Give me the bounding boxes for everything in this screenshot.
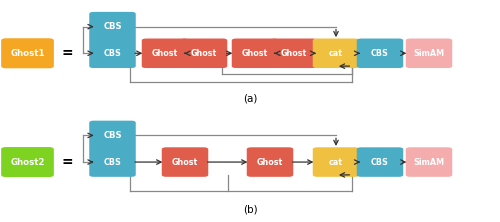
Text: Ghost: Ghost bbox=[191, 49, 217, 58]
Text: CBS: CBS bbox=[104, 131, 122, 140]
Text: Ghost1: Ghost1 bbox=[10, 49, 45, 58]
Text: CBS: CBS bbox=[104, 22, 122, 31]
FancyBboxPatch shape bbox=[406, 39, 452, 68]
FancyBboxPatch shape bbox=[162, 147, 208, 177]
FancyBboxPatch shape bbox=[406, 147, 452, 177]
FancyBboxPatch shape bbox=[142, 39, 188, 68]
Text: Ghost: Ghost bbox=[281, 49, 307, 58]
Text: (b): (b) bbox=[242, 205, 258, 215]
FancyBboxPatch shape bbox=[232, 39, 278, 68]
FancyBboxPatch shape bbox=[313, 147, 359, 177]
FancyBboxPatch shape bbox=[313, 39, 359, 68]
Text: Ghost: Ghost bbox=[257, 158, 283, 166]
FancyBboxPatch shape bbox=[89, 147, 136, 177]
Text: =: = bbox=[62, 46, 74, 60]
FancyBboxPatch shape bbox=[1, 147, 54, 177]
FancyBboxPatch shape bbox=[89, 12, 136, 41]
Text: CBS: CBS bbox=[371, 49, 389, 58]
FancyBboxPatch shape bbox=[271, 39, 318, 68]
Text: Ghost: Ghost bbox=[242, 49, 268, 58]
Text: =: = bbox=[62, 155, 74, 169]
Text: CBS: CBS bbox=[104, 158, 122, 166]
Text: Ghost2: Ghost2 bbox=[10, 158, 45, 166]
Text: Ghost: Ghost bbox=[152, 49, 178, 58]
Text: Ghost: Ghost bbox=[172, 158, 198, 166]
Text: CBS: CBS bbox=[104, 49, 122, 58]
Text: CBS: CBS bbox=[371, 158, 389, 166]
Text: SimAM: SimAM bbox=[414, 158, 444, 166]
FancyBboxPatch shape bbox=[1, 38, 54, 68]
Text: cat: cat bbox=[329, 49, 343, 58]
Text: cat: cat bbox=[329, 158, 343, 166]
Text: (a): (a) bbox=[243, 94, 257, 104]
FancyBboxPatch shape bbox=[357, 39, 403, 68]
FancyBboxPatch shape bbox=[89, 39, 136, 68]
Text: SimAM: SimAM bbox=[414, 49, 444, 58]
FancyBboxPatch shape bbox=[181, 39, 227, 68]
FancyBboxPatch shape bbox=[247, 147, 293, 177]
FancyBboxPatch shape bbox=[89, 121, 136, 150]
FancyBboxPatch shape bbox=[357, 147, 403, 177]
